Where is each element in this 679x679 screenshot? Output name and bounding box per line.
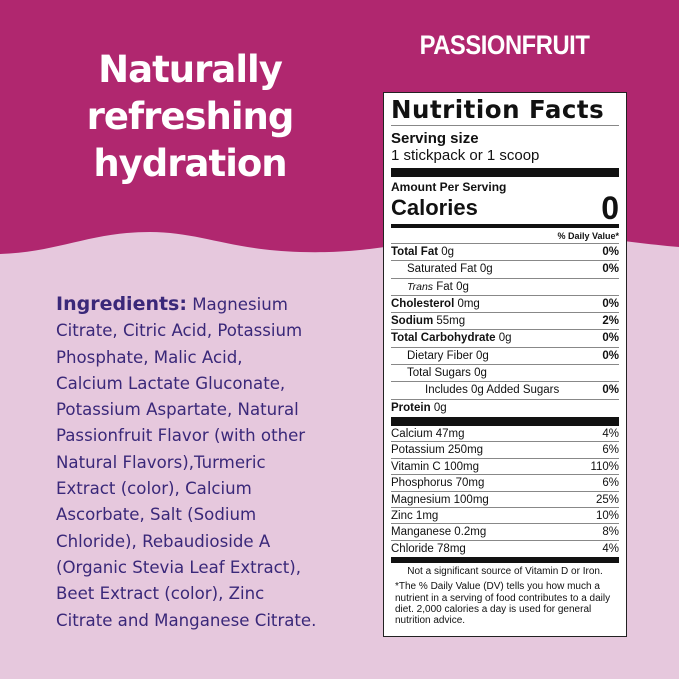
headline-line: hydration: [93, 142, 287, 185]
nutrient-row: Total Fat 0g 0%: [391, 244, 619, 262]
vitamin-dv: 4%: [602, 427, 619, 440]
ingredients-line: Passionfruit Flavor (with other: [56, 426, 306, 446]
nutrient-row: Protein 0g: [391, 400, 619, 417]
ingredients-line: Calcium Lactate Gluconate,: [56, 373, 286, 393]
ingredients-line: Ingredients: Magnesium: [56, 291, 366, 318]
nutrient-name: Total Fat: [391, 246, 439, 258]
nutrient-row: Sodium 55mg 2%: [391, 313, 619, 331]
nutrient-dv: 0%: [602, 384, 619, 397]
vitamin-row: Phosphorus 70mg 6%: [391, 475, 619, 492]
ingredients-line: Extract (color), Calcium: [56, 479, 252, 499]
vitamin-row: Vitamin C 100mg 110%: [391, 459, 619, 476]
serving-size-label: Serving size: [391, 130, 479, 147]
ingredients-line: Phosphate, Malic Acid,: [56, 347, 243, 367]
daily-value-header: % Daily Value*: [391, 228, 619, 244]
nutrient-dv: 2%: [602, 315, 619, 328]
ingredients-line: Citrate and Manganese Citrate.: [56, 610, 317, 630]
nutrient-name: Dietary Fiber 0g: [407, 349, 489, 362]
nutrition-facts-panel: Nutrition Facts Serving size 1 stickpack…: [383, 92, 627, 637]
calories-label: Calories: [391, 195, 478, 220]
vitamin-name: Chloride 78mg: [391, 542, 466, 555]
vitamin-row: Chloride 78mg 4%: [391, 541, 619, 557]
footnote-daily-value: *The % Daily Value (DV) tells you how mu…: [395, 581, 611, 627]
vitamin-dv: 8%: [602, 526, 619, 539]
nutrient-name: Total Sugars 0g: [407, 367, 487, 380]
ingredients-line: Beet Extract (color), Zinc: [56, 584, 265, 604]
nutrient-amount: 0g: [430, 401, 447, 414]
amount-per-serving: Amount Per Serving: [391, 180, 507, 194]
ingredients-line: Natural Flavors),Turmeric: [56, 452, 266, 472]
footnote-vitamin-d: Not a significant source of Vitamin D or…: [407, 566, 603, 578]
footnotes: Not a significant source of Vitamin D or…: [391, 563, 619, 626]
ingredients-list: Ingredients: Magnesium Citrate, Citric Ac…: [56, 291, 366, 634]
nutrient-name: Total Carbohydrate: [391, 332, 496, 345]
nutrient-row: Cholesterol 0mg 0%: [391, 296, 619, 314]
nutrient-amount: 0mg: [454, 297, 480, 310]
nutrient-amount: 0g: [438, 246, 455, 258]
vitamin-name: Manganese 0.2mg: [391, 526, 487, 539]
nutrient-amount: 0g: [495, 332, 512, 345]
serving-size-value: 1 stickpack or 1 scoop: [391, 147, 540, 164]
vitamin-name: Vitamin C 100mg: [391, 460, 479, 473]
nutrition-title: Nutrition Facts: [391, 95, 619, 126]
vitamin-dv: 10%: [595, 509, 619, 522]
ingredients-line: Potassium Aspartate, Natural: [56, 400, 299, 420]
nutrient-name: Protein: [391, 401, 431, 414]
nutrient-dv: 0%: [602, 297, 619, 310]
nutrient-row: Dietary Fiber 0g 0%: [391, 348, 619, 366]
vitamin-dv: 6%: [602, 477, 619, 490]
vitamin-name: Potassium 250mg: [391, 444, 484, 457]
nutrient-row: Includes 0g Added Sugars 0%: [391, 382, 619, 400]
headline-line: Naturally: [98, 48, 283, 91]
vitamin-dv: 110%: [590, 460, 619, 473]
vitamin-dv: 6%: [602, 444, 619, 457]
nutrient-name: Cholesterol: [391, 297, 455, 310]
ingredients-line: (Organic Stevia Leaf Extract),: [56, 557, 302, 577]
vitamin-name: Phosphorus 70mg: [391, 477, 485, 490]
vitamin-row: Manganese 0.2mg 8%: [391, 524, 619, 541]
nutrient-amount: 55mg: [433, 315, 466, 328]
vitamin-row: Calcium 47mg 4%: [391, 426, 619, 443]
ingredients-line: Chloride), Rebaudioside A: [56, 531, 271, 551]
vitamin-row: Zinc 1mg 10%: [391, 508, 619, 525]
nutrient-amount: Fat 0g: [433, 280, 469, 293]
nutrient-name: Sodium: [391, 315, 434, 328]
headline-line: refreshing: [86, 95, 295, 138]
nutrient-dv: 0%: [602, 263, 619, 276]
ingredients-text: Magnesium: [186, 295, 288, 314]
vitamin-row: Magnesium 100mg 25%: [391, 492, 619, 508]
nutrient-row: Total Sugars 0g: [391, 365, 619, 383]
nutrient-dv: 0%: [602, 246, 619, 258]
vitamin-dv: 25%: [595, 493, 619, 506]
nutrient-dv: 0%: [602, 349, 619, 362]
calories-value: 0: [601, 190, 619, 226]
flavor-name: PASSIONFRUIT: [419, 30, 590, 60]
nutrient-row: Trans Fat 0g: [391, 279, 619, 296]
headline: Naturally refreshing hydration: [40, 46, 340, 187]
nutrient-row: Saturated Fat 0g 0%: [391, 261, 619, 279]
calories-row: Calories 0: [391, 190, 619, 226]
vitamin-name: Calcium 47mg: [391, 427, 465, 440]
nutrient-name: Trans: [407, 280, 434, 293]
nutrient-name: Includes 0g Added Sugars: [425, 384, 560, 397]
vitamin-dv: 4%: [602, 542, 619, 555]
ingredients-label: Ingredients:: [56, 293, 187, 315]
vitamin-row: Potassium 250mg 6%: [391, 442, 619, 459]
ingredients-line: Citrate, Citric Acid, Potassium: [56, 321, 303, 341]
vitamin-name: Magnesium 100mg: [391, 493, 489, 506]
nutrient-row: Total Carbohydrate 0g 0%: [391, 330, 619, 348]
nutrient-name: Saturated Fat 0g: [407, 263, 493, 276]
vitamin-name: Zinc 1mg: [391, 509, 439, 522]
ingredients-line: Ascorbate, Salt (Sodium: [56, 505, 257, 525]
nutrient-dv: 0%: [602, 332, 619, 345]
